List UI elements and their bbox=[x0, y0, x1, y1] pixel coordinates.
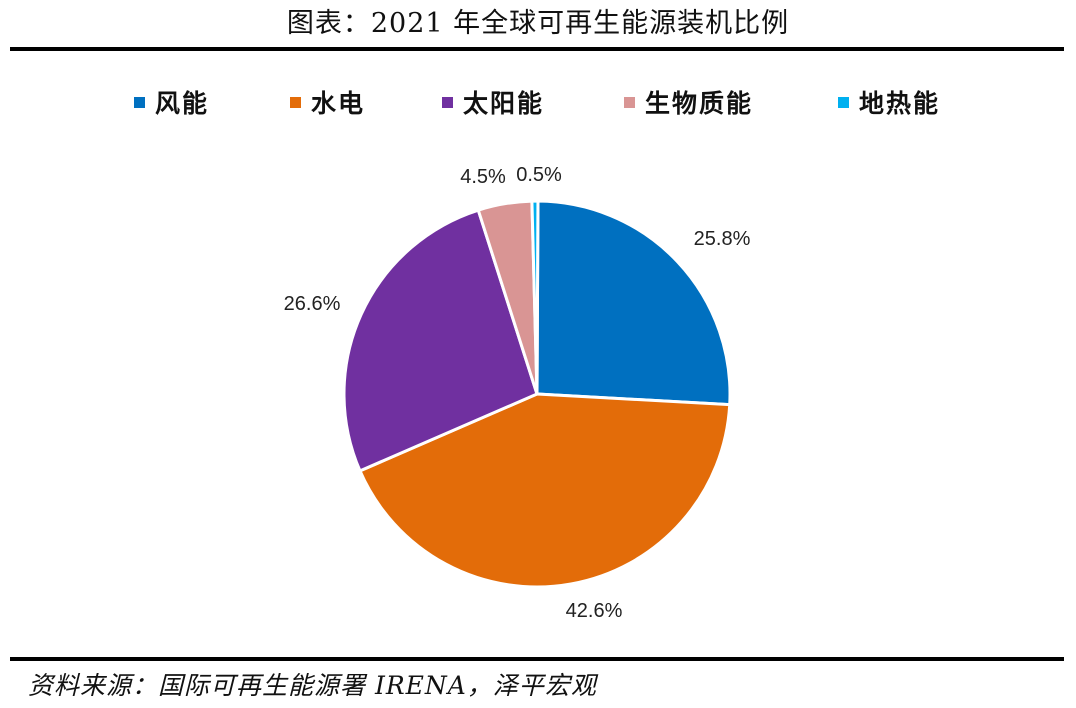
legend-label-geothermal: 地热能 bbox=[859, 89, 941, 118]
chart-legend: 风能 水电 太阳能 生物质能 地热能 bbox=[120, 82, 980, 122]
legend-swatch-biomass bbox=[624, 96, 635, 108]
legend-label-hydro: 水电 bbox=[311, 89, 366, 118]
source-note: 资料来源：国际可再生能源署 IRENA，泽平宏观 bbox=[28, 671, 597, 700]
legend-item-geothermal: 地热能 bbox=[838, 82, 940, 122]
top-rule bbox=[10, 47, 1064, 51]
legend-item-wind: 风能 bbox=[134, 82, 209, 122]
legend-swatch-wind bbox=[134, 96, 145, 108]
legend-item-solar: 太阳能 bbox=[442, 82, 544, 122]
legend-label-wind: 风能 bbox=[155, 89, 210, 118]
data-label-geothermal: 0.5% bbox=[516, 164, 562, 186]
pie-slice-wind bbox=[535, 199, 732, 407]
legend-label-biomass: 生物质能 bbox=[645, 89, 754, 118]
legend-swatch-hydro bbox=[290, 96, 301, 108]
pie-slice-geothermal bbox=[530, 199, 540, 395]
legend-swatch-solar bbox=[442, 96, 453, 108]
legend-item-biomass: 生物质能 bbox=[624, 82, 753, 122]
data-label-solar: 26.6% bbox=[284, 293, 341, 315]
data-label-biomass: 4.5% bbox=[460, 166, 506, 188]
bottom-rule bbox=[10, 657, 1064, 661]
legend-item-hydro: 水电 bbox=[290, 82, 365, 122]
pie-slice-solar bbox=[342, 208, 539, 473]
pie-slice-hydro bbox=[357, 392, 732, 589]
legend-label-solar: 太阳能 bbox=[463, 89, 545, 118]
chart-title: 图表：2021 年全球可再生能源装机比例 bbox=[286, 8, 790, 39]
data-label-wind: 25.8% bbox=[694, 228, 751, 250]
legend-swatch-geothermal bbox=[838, 96, 849, 108]
data-label-hydro: 42.6% bbox=[566, 600, 623, 622]
